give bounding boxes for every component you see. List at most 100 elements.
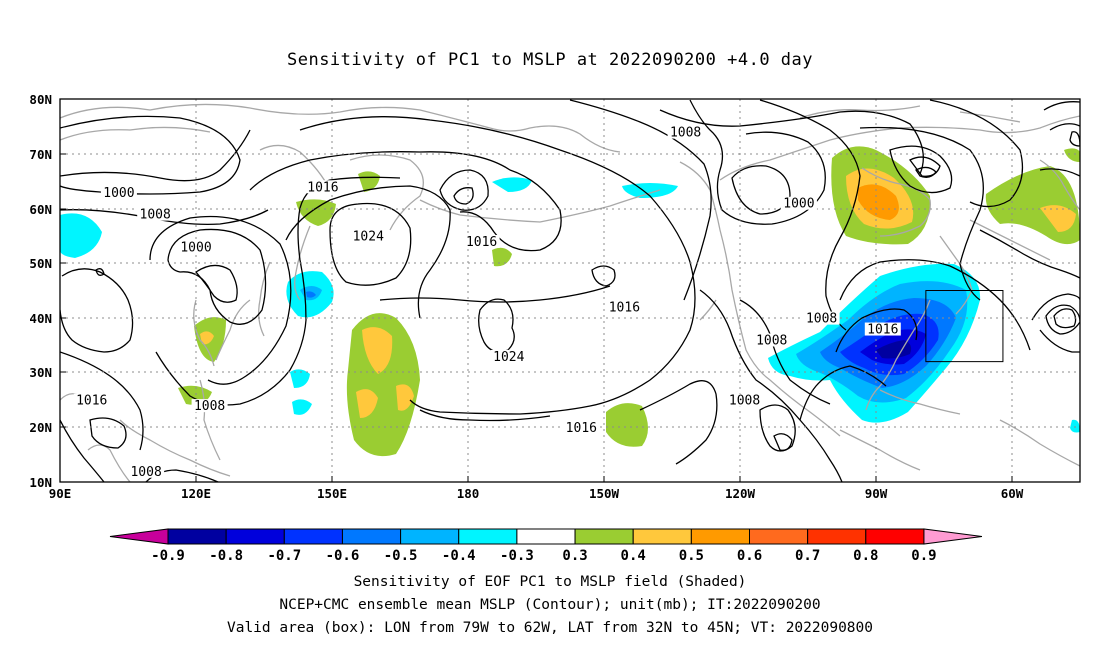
axis-ticks: [60, 153, 1013, 482]
shade-positive: [492, 247, 512, 267]
lon-label: 150E: [317, 486, 347, 501]
contour-label-bg: [191, 399, 228, 413]
lat-label: 60N: [29, 202, 52, 217]
shade-negative: [290, 369, 310, 388]
colorbar-label: -0.9: [151, 548, 185, 564]
colorbar-label: -0.5: [384, 548, 418, 564]
contour-label: 1000: [783, 197, 814, 212]
contour-label-bg: [463, 234, 500, 248]
contour-label-bg: [137, 207, 174, 221]
colorbar-label: 0.7: [795, 548, 820, 564]
shade-negative: [60, 213, 102, 258]
contour-label-bg: [128, 464, 165, 478]
contour-label-bg: [780, 196, 817, 210]
contour-label-bg: [490, 349, 527, 363]
contour-label-bg: [304, 180, 341, 194]
coastlines: [60, 103, 1080, 482]
lat-label: 70N: [29, 147, 52, 162]
caption-contour: NCEP+CMC ensemble mean MSLP (Contour); u…: [279, 597, 821, 613]
colorbar-swatch: [341, 528, 402, 545]
lon-label: 120W: [725, 486, 756, 501]
colorbar-label: -0.3: [500, 548, 534, 564]
caption-shaded: Sensitivity of EOF PC1 to MSLP field (Sh…: [353, 574, 747, 590]
colorbar-label: 0.5: [679, 548, 704, 564]
contour-label: 1024: [353, 230, 384, 245]
contour-label-bg: [606, 300, 643, 314]
contour-label-bg: [726, 393, 763, 407]
colorbar-swatch: [167, 528, 227, 545]
colorbar-swatch: [807, 528, 867, 545]
colorbar: -0.9 -0.8 -0.7 -0.6 -0.5 -0.4 -0.3 0.3 0.4 0.5 0.6…: [109, 528, 983, 564]
contour-label: 1016: [466, 235, 497, 250]
colorbar-label: 0.9: [911, 548, 936, 564]
graticule: [60, 99, 1080, 482]
lon-label: 180: [457, 486, 480, 501]
colorbar-high-end: [923, 528, 983, 545]
contour-label: 1008: [670, 126, 701, 141]
lat-label: 50N: [29, 256, 52, 271]
lat-label: 80N: [29, 92, 52, 107]
plot-title: Sensitivity of PC1 to MSLP at 2022090200…: [286, 50, 813, 70]
contour-label-bg: [864, 322, 901, 336]
shade-negative: [306, 291, 316, 298]
shade-positive: [362, 327, 393, 374]
contour-label-bg: [753, 333, 790, 347]
lon-label: 150W: [589, 486, 620, 501]
caption-valid-area: Valid area (box): LON from 79W to 62W, L…: [226, 620, 873, 636]
contour-label: 1000: [180, 240, 211, 255]
contour-label: 1008: [729, 394, 760, 409]
lon-label: 120E: [181, 486, 211, 501]
shade-negative: [622, 183, 678, 198]
colorbar-swatch: [400, 528, 460, 545]
shade-negative: [1070, 419, 1080, 433]
contour-label-bg: [350, 229, 387, 243]
colorbar-swatch: [749, 528, 809, 545]
contour-label-bg: [73, 393, 110, 407]
contour-label: 1024: [493, 350, 524, 365]
shade-positive: [1064, 148, 1080, 162]
colorbar-swatch: [458, 528, 518, 545]
contour-label: 1016: [76, 394, 107, 409]
contour-label-bg: [178, 240, 214, 254]
shade-positive: [358, 171, 380, 192]
colorbar-swatch: [865, 528, 925, 545]
contour-label-bg: [803, 311, 840, 325]
colorbar-swatch: [283, 528, 343, 545]
contour-labels: 1000 1008 1000 1016 1024 1016 1008 1000 1016 1024…: [73, 125, 901, 480]
shade-positive: [858, 184, 899, 220]
lat-label: 40N: [29, 311, 52, 326]
shade-negative: [292, 399, 312, 415]
contour-label: 1016: [609, 301, 640, 316]
shade-positive: [296, 199, 336, 226]
colorbar-label: -0.6: [326, 548, 360, 564]
contour-label: 1016: [307, 180, 338, 195]
colorbar-label: -0.8: [209, 548, 243, 564]
shade-negative: [876, 340, 912, 359]
colorbar-label: 0.4: [621, 548, 646, 564]
contour-label-bg: [667, 125, 704, 139]
colorbar-label: 0.3: [562, 548, 587, 564]
shade-positive: [1040, 205, 1076, 232]
lat-axis-labels: 80N 70N 60N 50N 40N 30N 20N 10N: [29, 92, 52, 490]
colorbar-swatch: [632, 528, 692, 545]
shade-positive: [396, 384, 414, 411]
contour-label: 1008: [194, 399, 225, 414]
contour-label: 1000: [103, 186, 134, 201]
colorbar-swatch: [516, 528, 576, 545]
lat-label: 20N: [29, 420, 52, 435]
lon-label: 90W: [865, 486, 888, 501]
shade-positive: [356, 389, 378, 418]
shade-negative: [492, 177, 532, 192]
lon-axis-labels: 90E 120E 150E 180 150W 120W 90W 60W: [49, 486, 1024, 501]
shade-positive: [200, 331, 214, 345]
contour-label-bg: [100, 185, 137, 199]
colorbar-label: -0.7: [267, 548, 301, 564]
map-frame: [59, 98, 1081, 483]
lon-label: 90E: [49, 486, 72, 501]
colorbar-label: 0.6: [737, 548, 762, 564]
colorbar-swatch: [574, 528, 634, 545]
contour-label: 1008: [130, 465, 161, 480]
contour-label: 1016: [867, 323, 898, 338]
lat-label: 30N: [29, 365, 52, 380]
